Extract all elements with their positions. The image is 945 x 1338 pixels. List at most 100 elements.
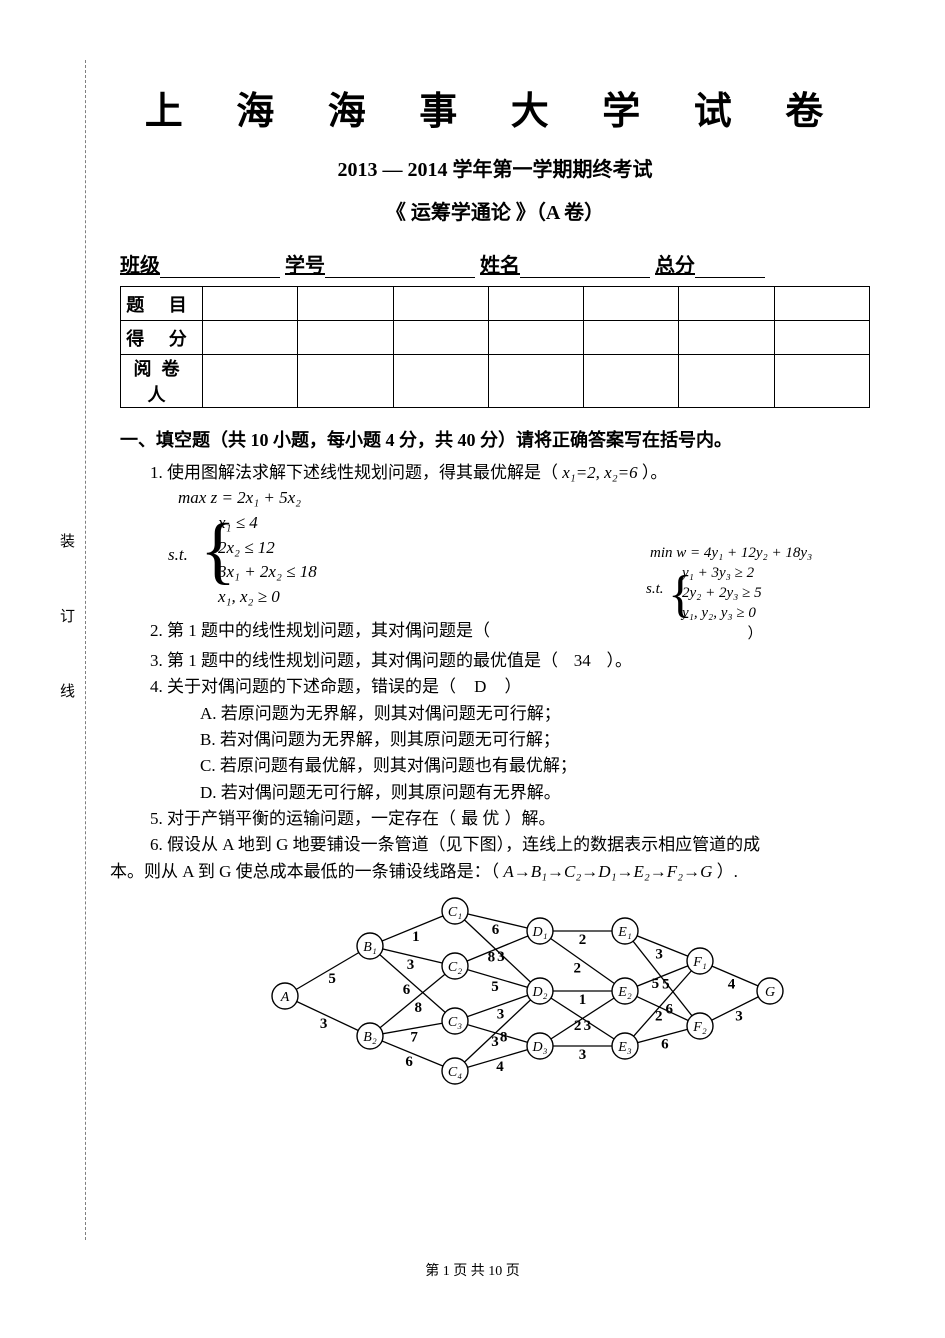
svg-text:6: 6	[665, 1001, 673, 1017]
svg-text:3: 3	[407, 957, 415, 973]
svg-text:E₂: E₂	[617, 985, 632, 1000]
page-content: 上 海 海 事 大 学 试 卷 2013 — 2014 学年第一学期期终考试 《…	[120, 80, 870, 1081]
svg-text:1: 1	[412, 929, 420, 945]
svg-text:F₂: F₂	[692, 1020, 707, 1035]
q4-tail: ）	[500, 677, 521, 696]
svg-text:E₁: E₁	[617, 925, 631, 940]
svg-text:C₁: C₁	[448, 905, 462, 920]
q4-text: 4. 关于对偶问题的下述命题，错误的是（	[150, 677, 460, 696]
q1-text: 1. 使用图解法求解下述线性规划问题，得其最优解是（	[150, 463, 562, 482]
svg-text:6: 6	[492, 922, 500, 938]
svg-text:4: 4	[496, 1059, 504, 1075]
svg-text:C₂: C₂	[448, 960, 462, 975]
svg-text:G: G	[765, 985, 775, 1000]
q1-c1: x₁ ≤ 4	[218, 511, 870, 536]
table-row: 得 分	[121, 321, 870, 355]
section-1-heading: 一、填空题（共 10 小题，每小题 4 分，共 40 分）请将正确答案写在括号内…	[120, 426, 870, 452]
svg-text:5: 5	[491, 979, 499, 995]
brace-icon: {	[200, 515, 236, 586]
svg-text:3: 3	[655, 946, 663, 962]
svg-text:3: 3	[497, 949, 505, 965]
q1-tail: ）。	[638, 463, 668, 482]
q1-objective: max z = 2x₁ + 5x₂	[178, 486, 870, 511]
q6-tail: ）.	[712, 862, 738, 881]
svg-text:E₃: E₃	[617, 1040, 632, 1055]
id-blank	[325, 256, 475, 278]
q3-tail: ）。	[602, 651, 632, 670]
row-header: 得 分	[121, 321, 203, 355]
binding-label-3: 线	[60, 680, 75, 701]
total-blank	[695, 256, 765, 278]
svg-text:C₃: C₃	[448, 1015, 462, 1030]
svg-text:F₁: F₁	[692, 955, 706, 970]
svg-text:4: 4	[728, 976, 736, 992]
q6-l2: 本。则从 A 到 G 使总成本最低的一条铺设线路是：（	[110, 862, 503, 881]
q4-opt-c: C. 若原问题有最优解，则其对偶问题也有最优解；	[200, 753, 870, 779]
svg-text:1: 1	[579, 992, 587, 1008]
q4-opt-a: A. 若原问题为无界解，则其对偶问题无可行解；	[200, 701, 870, 727]
row-header: 题 目	[121, 287, 203, 321]
paper-title: 《 运筹学通论 》（A 卷）	[120, 196, 870, 225]
q3-text: 3. 第 1 题中的线性规划问题，其对偶问题的最优值是（	[150, 651, 562, 670]
svg-text:C₄: C₄	[448, 1065, 462, 1080]
table-row: 题 目	[121, 287, 870, 321]
q4-opt-b: B. 若对偶问题为无界解，则其原问题无可行解；	[200, 727, 870, 753]
class-blank	[160, 256, 280, 278]
question-5: 5. 对于产销平衡的运输问题，一定存在（ 最 优 ）解。	[150, 806, 870, 832]
q1-st: s.t.	[168, 543, 188, 568]
svg-text:D₁: D₁	[532, 925, 548, 940]
q2-dual-formulation: min w = 4y₁ + 12y₂ + 18y₃ s.t. { y₁ + 3y…	[650, 543, 860, 644]
q4-answer: D	[460, 674, 500, 700]
binding-label-2: 订	[60, 605, 75, 626]
svg-text:D₃: D₃	[532, 1040, 548, 1055]
question-2: 2. 第 1 题中的线性规划问题，其对偶问题是（ min w = 4y₁ + 1…	[150, 618, 870, 644]
svg-text:2: 2	[579, 932, 587, 948]
question-1: 1. 使用图解法求解下述线性规划问题，得其最优解是（ x₁=2, x₂=6 ）。	[150, 460, 870, 486]
binding-label-1: 装	[60, 530, 75, 551]
binding-dashed-line	[85, 60, 86, 1240]
q2-dual-st: s.t.	[646, 579, 664, 599]
main-title: 上 海 海 事 大 学 试 卷	[120, 80, 870, 135]
total-label: 总分	[655, 255, 695, 277]
pipeline-graph: 531368766835338422123335526643AB₁B₂C₁C₂C…	[255, 891, 735, 1081]
row-header: 阅卷人	[121, 355, 203, 408]
q5-text: 5. 对于产销平衡的运输问题，一定存在（	[150, 809, 460, 828]
score-table: 题 目 得 分 阅卷人	[120, 286, 870, 408]
svg-text:3: 3	[497, 1006, 505, 1022]
id-label: 学号	[285, 255, 325, 277]
svg-text:3: 3	[579, 1047, 587, 1063]
svg-text:A: A	[280, 990, 290, 1005]
svg-text:3: 3	[735, 1009, 743, 1025]
svg-text:6: 6	[661, 1037, 669, 1053]
q4-opt-d: D. 若对偶问题无可行解，则其原问题有无界解。	[200, 780, 870, 806]
graph-svg: 531368766835338422123335526643AB₁B₂C₁C₂C…	[255, 891, 795, 1091]
q2-d3: y₁, y₂, y₃ ≥ 0	[682, 603, 860, 623]
svg-text:3: 3	[584, 1018, 592, 1034]
question-6-line2: 本。则从 A 到 G 使总成本最低的一条铺设线路是：（ A→B₁→C₂→D₁→E…	[110, 859, 870, 885]
q3-answer: 34	[562, 648, 602, 674]
svg-text:3: 3	[320, 1016, 328, 1032]
sub-title: 2013 — 2014 学年第一学期期终考试	[120, 153, 870, 182]
q5-tail: ）解。	[500, 809, 555, 828]
question-4: 4. 关于对偶问题的下述命题，错误的是（ D ）	[150, 674, 870, 700]
q2-text: 2. 第 1 题中的线性规划问题，其对偶问题是（	[150, 621, 490, 640]
svg-text:2: 2	[574, 960, 582, 976]
svg-text:6: 6	[403, 982, 411, 998]
page-footer: 第 1 页 共 10 页	[0, 1260, 945, 1280]
name-label: 姓名	[480, 255, 520, 277]
q1-answer: x₁=2, x₂=6	[562, 460, 637, 486]
svg-text:8: 8	[414, 1000, 422, 1016]
svg-text:D₂: D₂	[532, 985, 548, 1000]
student-info-line: 班级 学号 姓名 总分	[120, 249, 870, 278]
table-row: 阅卷人	[121, 355, 870, 408]
q6-answer: A→B₁→C₂→D₁→E₂→F₂→G	[503, 862, 712, 881]
q2-d2: 2y₂ + 2y₃ ≥ 5	[682, 583, 860, 603]
brace-icon: {	[668, 560, 693, 630]
svg-text:B₂: B₂	[363, 1030, 377, 1045]
question-6-line1: 6. 假设从 A 地到 G 地要铺设一条管道（见下图），连线上的数据表示相应管道…	[150, 832, 870, 858]
svg-text:5: 5	[662, 976, 670, 992]
svg-text:B₁: B₁	[363, 940, 376, 955]
svg-text:7: 7	[410, 1029, 418, 1045]
class-label: 班级	[120, 255, 160, 277]
q2-d1: y₁ + 3y₃ ≥ 2	[682, 563, 860, 583]
